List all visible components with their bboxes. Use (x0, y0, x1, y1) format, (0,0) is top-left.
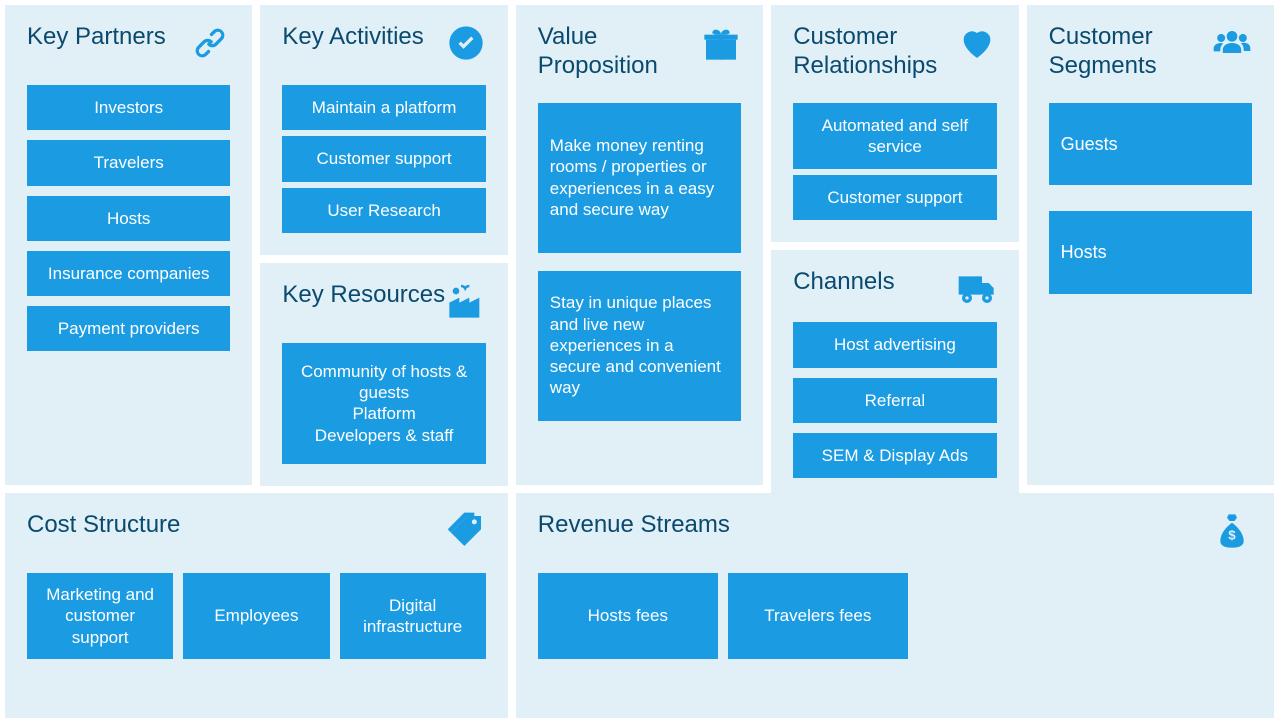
item-list: Guests Hosts (1049, 103, 1252, 294)
section-title: Channels (793, 268, 894, 297)
card-item: Marketing and customer support (27, 573, 173, 659)
section-value-proposition: Value Proposition Make money renting roo… (516, 5, 763, 485)
column-relationships-channels: Customer Relationships Automated and sel… (771, 5, 1018, 485)
section-title: Value Proposition (538, 23, 701, 81)
section-key-activities: Key Activities Maintain a platform Custo… (260, 5, 507, 255)
card-item: Payment providers (27, 306, 230, 351)
section-title: Customer Segments (1049, 23, 1212, 81)
card-item: Digital infrastructure (340, 573, 486, 659)
link-icon (190, 23, 230, 63)
card-item: SEM & Display Ads (793, 433, 996, 478)
card-item: Host advertising (793, 322, 996, 367)
item-list: Marketing and customer support Employees… (27, 573, 486, 659)
gift-icon (701, 23, 741, 63)
tags-icon (446, 511, 486, 551)
card-item: Hosts fees (538, 573, 718, 659)
section-cost-structure: Cost Structure Marketing and customer su… (5, 493, 508, 718)
heart-icon (957, 23, 997, 63)
section-title: Key Partners (27, 23, 166, 52)
section-title: Cost Structure (27, 511, 180, 540)
card-item: Hosts (27, 196, 230, 241)
factory-icon (446, 281, 486, 321)
section-customer-segments: Customer Segments Guests Hosts (1027, 5, 1274, 485)
card-item: Guests (1049, 103, 1252, 186)
card-item: Referral (793, 378, 996, 423)
users-icon (1212, 23, 1252, 63)
truck-icon (957, 268, 997, 308)
item-list: Automated and self service Customer supp… (793, 103, 996, 221)
item-list: Maintain a platform Customer support Use… (282, 85, 485, 233)
section-title: Key Activities (282, 23, 423, 52)
section-header: Value Proposition (538, 23, 741, 81)
section-header: Customer Segments (1049, 23, 1252, 81)
section-header: Key Resources (282, 281, 485, 321)
section-header: Channels (793, 268, 996, 308)
item-list: Community of hosts & guests Platform Dev… (282, 343, 485, 464)
section-channels: Channels Host advertising Referral SEM &… (771, 250, 1018, 500)
section-title: Key Resources (282, 281, 445, 310)
item-list: Host advertising Referral SEM & Display … (793, 322, 996, 478)
item-list: Hosts fees Travelers fees (538, 573, 1252, 659)
section-header: Revenue Streams $ (538, 511, 1252, 551)
section-header: Customer Relationships (793, 23, 996, 81)
card-item: Employees (183, 573, 329, 659)
card-item: Investors (27, 85, 230, 130)
card-item: Travelers fees (728, 573, 908, 659)
section-title: Revenue Streams (538, 511, 730, 540)
card-item: Insurance companies (27, 251, 230, 296)
card-item: User Research (282, 188, 485, 233)
section-key-resources: Key Resources Community of hosts & guest… (260, 263, 507, 486)
section-revenue-streams: Revenue Streams $ Hosts fees Travelers f… (516, 493, 1274, 718)
card-item: Make money renting rooms / properties or… (538, 103, 741, 253)
card-item: Automated and self service (793, 103, 996, 170)
section-key-partners: Key Partners Investors Travelers Hosts I… (5, 5, 252, 485)
card-item: Stay in unique places and live new exper… (538, 271, 741, 421)
business-model-canvas: Key Partners Investors Travelers Hosts I… (5, 5, 1274, 714)
card-item: Travelers (27, 140, 230, 185)
section-title: Customer Relationships (793, 23, 956, 81)
column-activities-resources: Key Activities Maintain a platform Custo… (260, 5, 507, 485)
item-list: Make money renting rooms / properties or… (538, 103, 741, 421)
card-item: Customer support (282, 136, 485, 181)
card-item: Hosts (1049, 211, 1252, 294)
item-list: Investors Travelers Hosts Insurance comp… (27, 85, 230, 351)
section-header: Key Partners (27, 23, 230, 63)
section-header: Cost Structure (27, 511, 486, 551)
section-header: Key Activities (282, 23, 485, 63)
card-item: Maintain a platform (282, 85, 485, 130)
card-item: Community of hosts & guests Platform Dev… (282, 343, 485, 464)
svg-text:$: $ (1228, 527, 1236, 542)
section-customer-relationships: Customer Relationships Automated and sel… (771, 5, 1018, 242)
card-item: Customer support (793, 175, 996, 220)
check-circle-icon (446, 23, 486, 63)
money-bag-icon: $ (1212, 511, 1252, 551)
